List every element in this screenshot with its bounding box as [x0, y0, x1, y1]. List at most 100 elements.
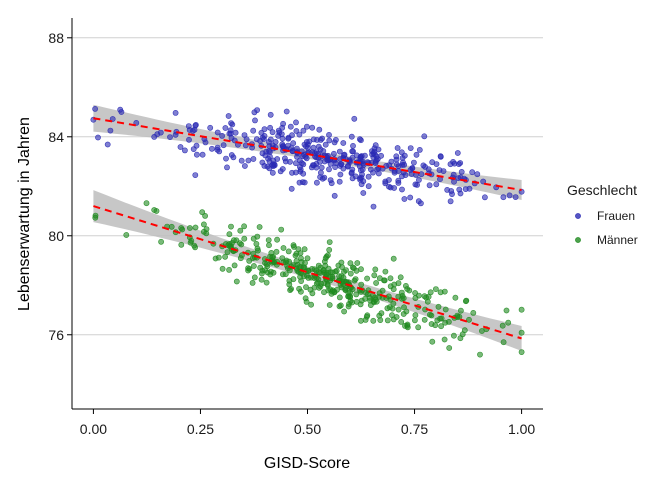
data-point — [512, 194, 519, 200]
data-point — [250, 250, 257, 257]
data-point — [450, 171, 457, 178]
data-point — [384, 305, 391, 312]
data-point — [303, 284, 309, 290]
data-point — [277, 168, 284, 175]
x-tick-label: 0.50 — [294, 421, 321, 437]
data-point — [382, 180, 389, 187]
data-point — [365, 183, 372, 190]
data-point — [263, 279, 270, 286]
legend-title: Geschlecht — [567, 182, 637, 198]
data-point — [238, 157, 245, 164]
data-point — [320, 266, 327, 273]
data-point — [432, 286, 439, 292]
data-point — [325, 157, 332, 164]
data-point — [353, 152, 360, 159]
data-point — [326, 302, 333, 308]
data-point — [311, 275, 318, 281]
data-point — [272, 138, 279, 145]
data-point — [332, 164, 338, 170]
data-point — [212, 255, 219, 262]
data-point — [265, 237, 272, 243]
data-point — [318, 164, 325, 171]
data-point — [340, 274, 347, 281]
data-point — [382, 268, 389, 275]
data-point — [143, 200, 150, 207]
data-point — [342, 285, 349, 292]
data-point — [442, 306, 449, 313]
data-point — [433, 161, 440, 167]
data-point — [265, 155, 271, 162]
data-point — [378, 310, 385, 317]
data-point — [450, 332, 457, 339]
data-point — [347, 260, 354, 267]
data-point — [186, 225, 193, 231]
data-point — [316, 126, 323, 133]
data-point — [283, 108, 290, 115]
data-point — [192, 224, 199, 231]
data-point — [317, 283, 324, 290]
data-point — [252, 117, 258, 124]
data-point — [456, 186, 463, 193]
data-point — [458, 168, 465, 175]
data-point — [199, 209, 206, 216]
data-points — [90, 106, 525, 358]
data-point — [259, 134, 266, 141]
data-point — [288, 185, 295, 192]
data-point — [313, 164, 320, 171]
data-point — [395, 177, 402, 184]
data-point — [186, 136, 192, 143]
data-point — [429, 338, 436, 345]
legend-label: Männer — [597, 233, 638, 247]
data-point — [394, 145, 401, 151]
data-point — [322, 141, 329, 148]
data-point — [267, 111, 274, 118]
data-point — [415, 324, 422, 331]
data-point — [92, 106, 98, 112]
data-point — [505, 319, 512, 326]
x-axis-title: GISD-Score — [264, 455, 350, 472]
data-point — [454, 150, 461, 156]
data-point — [177, 144, 184, 150]
data-point — [338, 259, 345, 266]
data-point — [285, 248, 292, 255]
data-point — [278, 226, 285, 233]
data-point — [365, 173, 372, 180]
data-point — [326, 166, 332, 173]
data-point — [371, 272, 378, 279]
legend-item: Männer — [575, 233, 638, 247]
data-point — [268, 249, 275, 256]
data-point — [390, 255, 397, 262]
data-point — [185, 123, 192, 129]
data-point — [354, 260, 361, 266]
data-point — [387, 275, 394, 282]
y-ticks: 76 80 84 88 — [48, 30, 72, 343]
data-point — [370, 317, 377, 324]
data-point — [315, 262, 322, 269]
data-point — [466, 316, 472, 323]
data-point — [222, 125, 229, 131]
data-point — [341, 308, 347, 315]
data-point — [223, 155, 229, 162]
data-point — [305, 268, 312, 274]
data-point — [293, 250, 300, 257]
data-point — [397, 274, 404, 281]
data-point — [337, 171, 344, 178]
data-point — [207, 124, 214, 131]
data-point — [336, 294, 343, 301]
legend-items: Frauen Männer — [575, 209, 638, 247]
data-point — [395, 163, 402, 169]
data-point — [407, 166, 414, 173]
data-point — [398, 173, 405, 180]
data-point — [393, 156, 400, 163]
data-point — [413, 151, 420, 158]
data-point — [349, 299, 355, 306]
data-point — [214, 129, 221, 136]
data-point — [372, 160, 379, 166]
data-point — [301, 246, 308, 253]
data-point — [241, 235, 248, 242]
data-point — [228, 223, 234, 230]
data-point — [379, 287, 386, 294]
data-point — [360, 190, 367, 196]
data-point — [372, 266, 379, 273]
data-point — [282, 271, 289, 277]
